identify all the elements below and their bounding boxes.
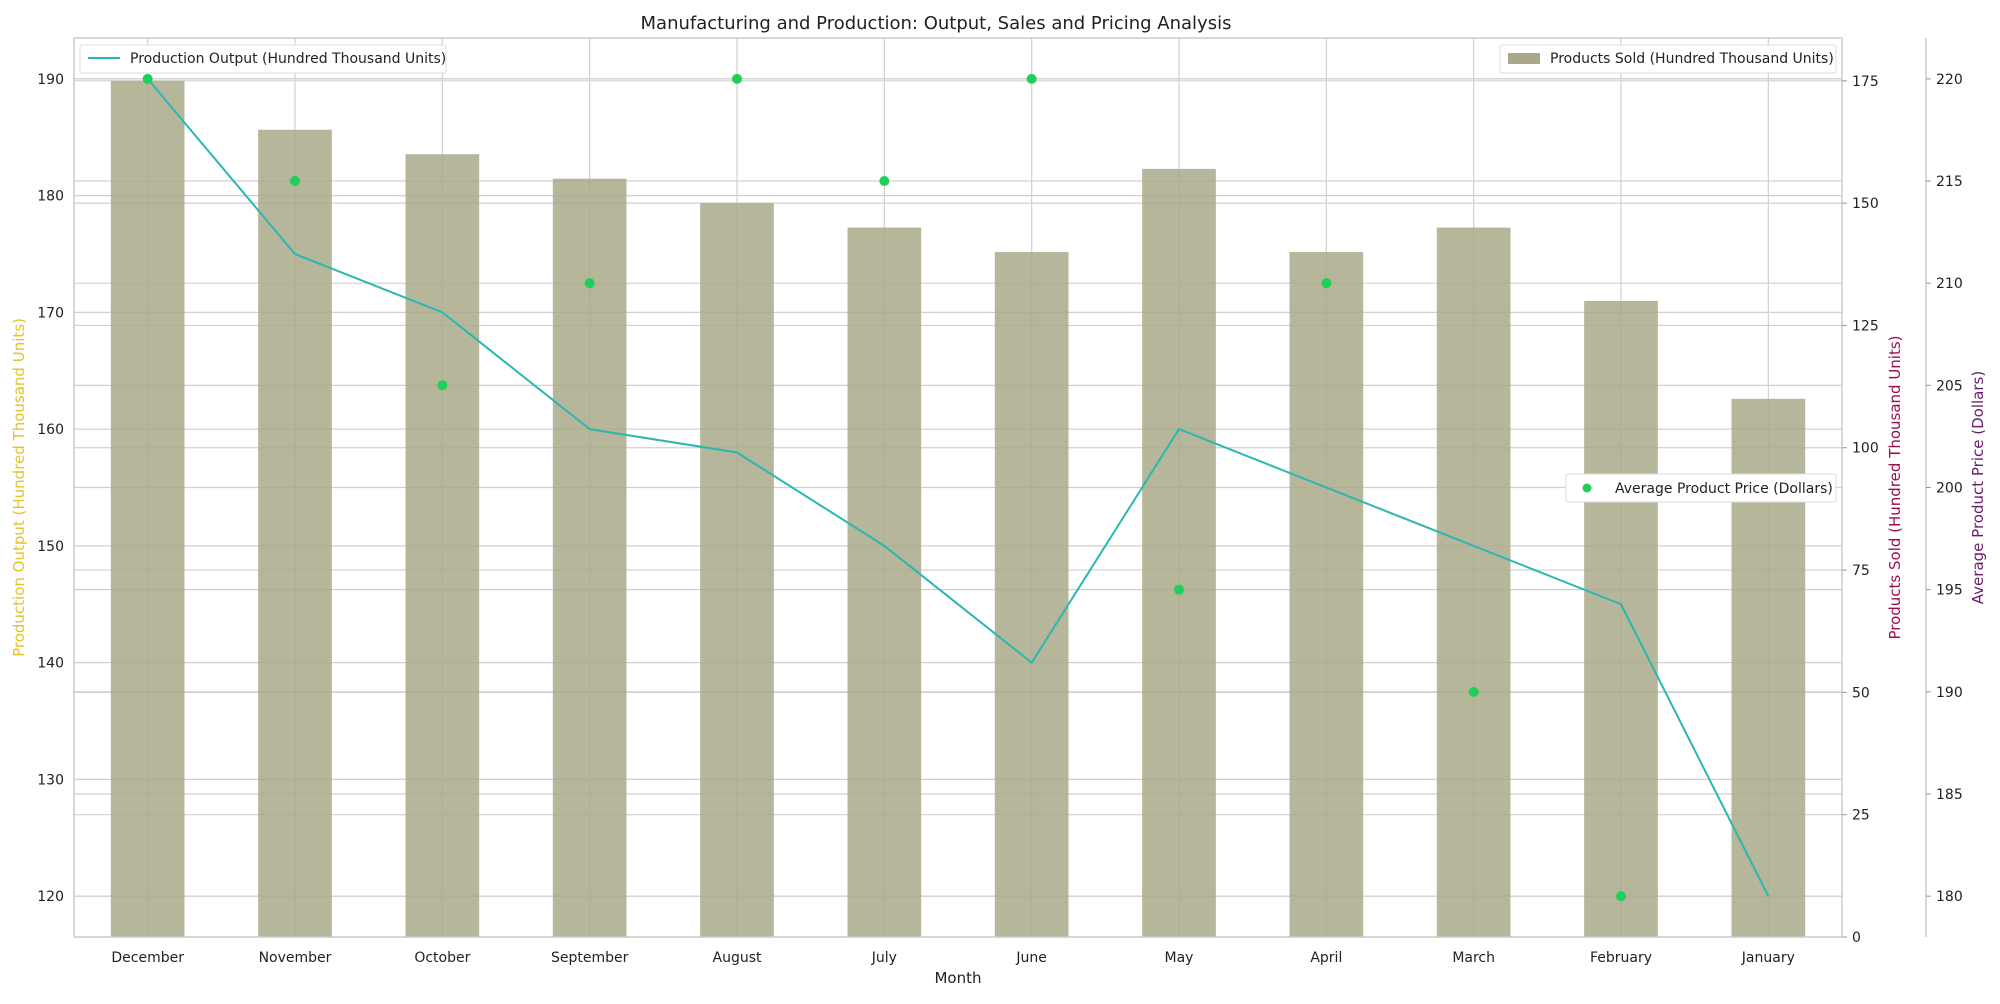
y-right2-tick-label: 190 [1936, 685, 1963, 701]
x-axis-label: Month [934, 969, 981, 987]
bar [1436, 227, 1511, 938]
scatter-point [1321, 278, 1332, 289]
x-tick-label: April [1310, 950, 1342, 966]
bar [1142, 168, 1216, 938]
line-path [146, 78, 1770, 897]
y-right2-tick-label: 215 [1936, 174, 1963, 190]
y-right2-tick-label: 210 [1936, 276, 1963, 292]
x-tick-label: September [551, 950, 629, 966]
bar [552, 178, 627, 938]
legend-label-average-price: Average Product Price (Dollars) [1615, 481, 1833, 497]
scatter-point [437, 380, 448, 391]
legend-production-output: Production Output (Hundred Thousand Unit… [79, 44, 447, 74]
scatter-point [1468, 686, 1479, 697]
x-tick-label: August [713, 950, 763, 966]
y-left-tick-label: 130 [37, 772, 64, 788]
scatter-point [879, 176, 890, 187]
legend-average-price: Average Product Price (Dollars) [1565, 473, 1837, 503]
scatter-point [1174, 584, 1184, 595]
y-right-tick-label: 150 [1852, 196, 1879, 212]
x-tick-label: December [111, 950, 184, 966]
y-axis-left-label: Production Output (Hundred Thousand Unit… [10, 318, 28, 657]
y-right2-tick-label: 205 [1936, 378, 1963, 394]
x-tick-label: May [1165, 950, 1194, 966]
legend-label-production-output: Production Output (Hundred Thousand Unit… [130, 51, 446, 67]
y-right2-tick-label: 220 [1936, 72, 1963, 88]
x-tick-label: February [1590, 950, 1652, 966]
y-axis-right2-label: Average Product Price (Dollars) [1969, 371, 1987, 604]
axes: December November October September August Ju… [37, 37, 1963, 966]
y-right-tick-label: 100 [1852, 441, 1879, 457]
y-left-tick-label: 180 [37, 189, 64, 205]
scatter-point [584, 278, 595, 289]
x-tick-label: January [1741, 950, 1795, 966]
y-right-tick-label: 175 [1852, 74, 1879, 90]
y-left-tick-label: 150 [37, 539, 64, 555]
y-left-tick-label: 140 [37, 656, 64, 672]
chart-title: Manufacturing and Production: Output, Sa… [641, 13, 1232, 34]
bar [994, 252, 1069, 938]
bar [847, 227, 922, 938]
bar [700, 203, 774, 938]
x-tick-label: March [1452, 950, 1495, 966]
y-left-tick-label: 190 [37, 72, 64, 88]
y-left-tick-label: 120 [37, 889, 64, 905]
scatter-series [142, 73, 1626, 902]
bar [1289, 252, 1364, 938]
x-tick-label: July [871, 950, 897, 966]
y-right-tick-label: 0 [1852, 930, 1861, 946]
scatter-point [142, 73, 153, 84]
x-tick-label: June [1015, 950, 1047, 966]
y-right2-tick-label: 195 [1936, 583, 1963, 599]
line-series [146, 78, 1770, 897]
x-tick-label: November [259, 950, 332, 966]
y-right-tick-label: 75 [1852, 563, 1870, 579]
y-left-tick-label: 170 [37, 305, 64, 321]
scatter-point [1026, 73, 1037, 84]
y-right2-tick-label: 185 [1936, 787, 1963, 803]
y-right2-tick-label: 180 [1936, 889, 1963, 905]
y-right-tick-label: 125 [1852, 318, 1879, 334]
scatter-point [732, 73, 742, 84]
bar [1584, 300, 1658, 937]
legend-label-products-sold: Products Sold (Hundred Thousand Units) [1550, 51, 1834, 67]
bar [405, 154, 480, 938]
legend-products-sold: Products Sold (Hundred Thousand Units) [1499, 44, 1837, 74]
bar [258, 129, 332, 938]
scatter-point [1616, 891, 1626, 902]
y-axis-right-label: Products Sold (Hundred Thousand Units) [1886, 335, 1904, 639]
y-right-tick-label: 50 [1852, 685, 1870, 701]
y-right2-tick-label: 200 [1936, 481, 1963, 497]
y-right-tick-label: 25 [1852, 808, 1870, 824]
scatter-point [290, 176, 300, 187]
bar-series [110, 80, 1806, 938]
bar [110, 80, 185, 938]
x-tick-label: October [414, 950, 470, 966]
y-left-tick-label: 160 [37, 422, 64, 438]
